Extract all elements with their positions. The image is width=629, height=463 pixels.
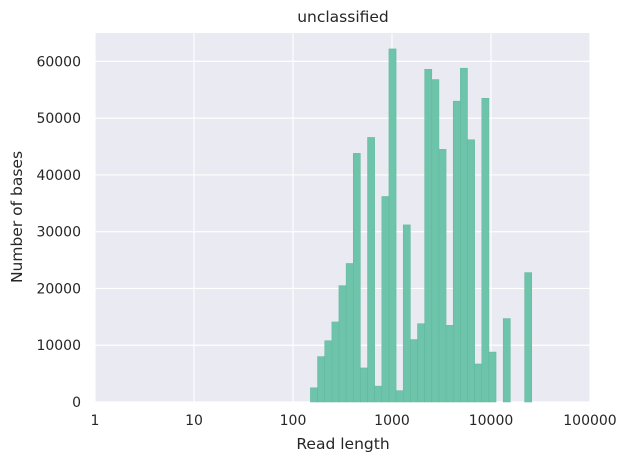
histogram-bar [388,48,397,403]
x-tick-label: 100 [280,413,307,429]
grid-lines [94,33,591,403]
histogram-bar [488,351,497,403]
y-tick-label: 0 [72,395,81,411]
histogram-bar [395,390,404,403]
histogram-bar [452,100,461,403]
y-axis-ticks: 0 10000 20000 30000 40000 50000 60000 [36,54,81,411]
histogram-bar [331,321,340,403]
histogram-bar [360,367,368,403]
histogram-bar [352,153,361,403]
histogram-bar [381,196,390,403]
y-tick-label: 60000 [36,54,81,70]
histogram-bar [324,340,333,403]
x-tick-label: 100000 [563,413,616,429]
histogram-bar [481,98,490,403]
histogram-bar [310,387,318,403]
histogram-bar [524,272,533,403]
bars [310,48,533,403]
x-tick-label: 1 [91,413,100,429]
histogram-bar [460,67,468,403]
histogram-bar [438,149,447,403]
histogram-bar [445,325,454,403]
x-axis-title: Read length [296,435,389,453]
histogram-bar [374,385,383,403]
y-axis-title: Number of bases [8,151,26,283]
y-tick-label: 10000 [36,338,81,354]
histogram-bar [402,224,411,403]
y-tick-label: 40000 [36,168,81,184]
y-tick-label: 30000 [36,225,81,241]
histogram-bar [502,318,511,403]
histogram-bar [474,363,483,403]
y-tick-label: 20000 [36,281,81,297]
x-axis-ticks: 1 10 100 1000 10000 100000 [91,413,617,429]
histogram-bar [467,139,475,403]
histogram-bar [417,323,425,403]
x-tick-label: 1000 [374,413,410,429]
histogram-bar [345,263,354,403]
histogram-bar [367,137,375,403]
x-tick-label: 10000 [469,413,514,429]
y-tick-label: 50000 [36,111,81,127]
histogram-bar [410,339,418,403]
x-tick-label: 10 [185,413,203,429]
chart-title: unclassified [297,8,389,26]
histogram-bar [338,285,347,403]
histogram-bar [424,69,433,403]
histogram-bar [431,79,440,403]
histogram-bar [317,356,325,403]
